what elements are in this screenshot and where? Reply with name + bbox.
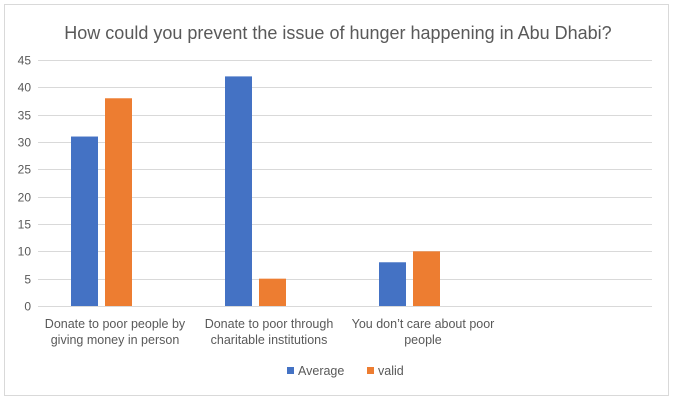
x-category-label: people bbox=[404, 333, 442, 347]
y-axis-ticks: 0 5 10 15 20 25 30 35 40 45 bbox=[18, 54, 32, 314]
x-category-label: Donate to poor people by bbox=[45, 317, 186, 331]
legend-label-valid: valid bbox=[378, 364, 404, 378]
x-category-label: You don’t care about poor bbox=[352, 317, 495, 331]
bar-average-1[interactable] bbox=[71, 136, 98, 306]
y-tick-label: 10 bbox=[18, 245, 32, 259]
x-category-label: giving money in person bbox=[51, 333, 180, 347]
legend-swatch-valid bbox=[367, 367, 374, 374]
y-tick-label: 45 bbox=[18, 54, 32, 68]
bar-valid-1[interactable] bbox=[105, 98, 132, 307]
legend[interactable]: Average valid bbox=[287, 364, 404, 378]
bar-average-2[interactable] bbox=[225, 76, 252, 307]
y-tick-label: 5 bbox=[24, 273, 31, 287]
y-tick-label: 40 bbox=[18, 81, 32, 95]
y-tick-label: 0 bbox=[24, 300, 31, 314]
bars bbox=[71, 76, 440, 307]
y-tick-label: 20 bbox=[18, 191, 32, 205]
y-tick-label: 25 bbox=[18, 163, 32, 177]
bar-valid-2[interactable] bbox=[259, 278, 286, 306]
bar-valid-3[interactable] bbox=[413, 251, 440, 306]
y-tick-label: 35 bbox=[18, 109, 32, 123]
legend-label-average: Average bbox=[298, 364, 344, 378]
y-tick-label: 30 bbox=[18, 136, 32, 150]
bar-average-3[interactable] bbox=[379, 262, 406, 306]
legend-swatch-average bbox=[287, 367, 294, 374]
y-tick-label: 15 bbox=[18, 218, 32, 232]
x-category-label: charitable institutions bbox=[211, 333, 328, 347]
x-axis-labels: Donate to poor people by giving money in … bbox=[45, 317, 495, 347]
gridlines bbox=[38, 60, 652, 307]
x-category-label: Donate to poor through bbox=[205, 317, 334, 331]
chart-title: How could you prevent the issue of hunge… bbox=[64, 23, 611, 43]
